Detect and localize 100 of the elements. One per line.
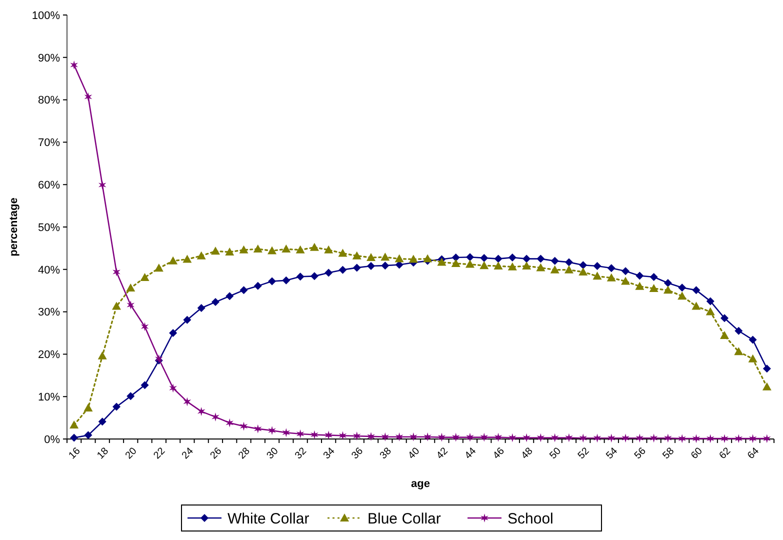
x-tick-label: 62: [717, 446, 734, 462]
point: [112, 267, 120, 276]
point: [98, 351, 107, 360]
point: [197, 304, 206, 312]
x-tick-label: 36: [350, 446, 366, 462]
point: [636, 434, 644, 443]
point: [296, 429, 304, 438]
point: [452, 254, 460, 262]
point: [126, 300, 135, 310]
point: [622, 267, 630, 276]
x-tick-label: 42: [434, 446, 451, 462]
x-tick-label: 60: [689, 446, 706, 462]
point: [706, 297, 714, 306]
x-tick-label: 30: [264, 446, 281, 462]
point: [466, 432, 474, 442]
point: [748, 434, 757, 444]
point: [268, 246, 277, 254]
point: [239, 245, 248, 254]
point: [606, 273, 616, 282]
x-tick-label: 20: [124, 446, 140, 462]
x-tick-label: 58: [660, 446, 677, 462]
x-tick-label: 26: [208, 446, 224, 462]
point: [678, 434, 686, 444]
point: [650, 273, 658, 282]
point: [70, 420, 79, 429]
point: [621, 276, 630, 285]
x-tick-label: 52: [576, 446, 592, 462]
point: [338, 266, 347, 274]
point: [578, 267, 588, 276]
y-tick-label: 50%: [38, 222, 60, 234]
point: [593, 434, 602, 443]
point: [282, 276, 290, 284]
point: [310, 242, 319, 251]
point: [112, 402, 120, 411]
point: [296, 272, 304, 281]
point: [381, 262, 390, 270]
point: [763, 434, 771, 444]
point: [408, 254, 418, 263]
point: [367, 262, 376, 270]
x-tick-label: 24: [180, 446, 196, 462]
point: [367, 432, 375, 441]
point: [579, 434, 588, 443]
x-tick-label: 44: [462, 446, 479, 462]
point: [225, 248, 234, 256]
x-axis-title: age: [411, 478, 430, 490]
point: [466, 253, 474, 262]
point: [352, 251, 362, 260]
point: [536, 263, 546, 272]
point: [748, 336, 757, 344]
x-tick-label: 64: [746, 446, 762, 462]
y-tick-label: 20%: [38, 349, 60, 362]
point: [268, 277, 276, 286]
point: [494, 262, 503, 270]
point: [324, 245, 334, 254]
point: [226, 418, 234, 428]
point: [664, 434, 672, 443]
point: [381, 432, 390, 442]
point: [140, 272, 150, 281]
point: [210, 246, 220, 255]
point: [593, 262, 602, 270]
point: [692, 286, 700, 294]
point: [352, 264, 361, 272]
point: [352, 432, 361, 441]
point: [748, 354, 758, 362]
point: [324, 268, 333, 277]
point: [226, 292, 234, 300]
point: [155, 354, 163, 364]
point: [254, 424, 262, 434]
point: [380, 252, 390, 261]
point: [564, 265, 574, 274]
point: [522, 433, 530, 442]
point: [154, 264, 164, 272]
point: [480, 261, 489, 270]
point: [424, 432, 432, 442]
point: [183, 316, 192, 324]
point: [550, 433, 559, 442]
point: [720, 434, 728, 444]
point: [112, 302, 121, 310]
y-tick-label: 40%: [38, 264, 60, 276]
point: [410, 432, 418, 442]
point: [762, 382, 772, 390]
point: [98, 418, 106, 426]
point: [338, 431, 347, 440]
point: [550, 256, 559, 265]
point: [550, 265, 560, 274]
point: [254, 282, 262, 290]
x-tick-label: 46: [491, 446, 508, 462]
point: [607, 434, 616, 443]
y-axis-title: percentage: [8, 198, 20, 256]
point: [508, 254, 516, 262]
y-tick-label: 70%: [38, 137, 60, 150]
point: [494, 254, 502, 263]
point: [664, 278, 672, 287]
point: [182, 254, 192, 263]
x-tick-label: 50: [548, 446, 564, 462]
point: [395, 432, 404, 442]
point: [522, 262, 532, 270]
point: [338, 248, 348, 257]
y-tick-label: 60%: [38, 179, 60, 192]
x-tick-label: 22: [152, 446, 168, 462]
